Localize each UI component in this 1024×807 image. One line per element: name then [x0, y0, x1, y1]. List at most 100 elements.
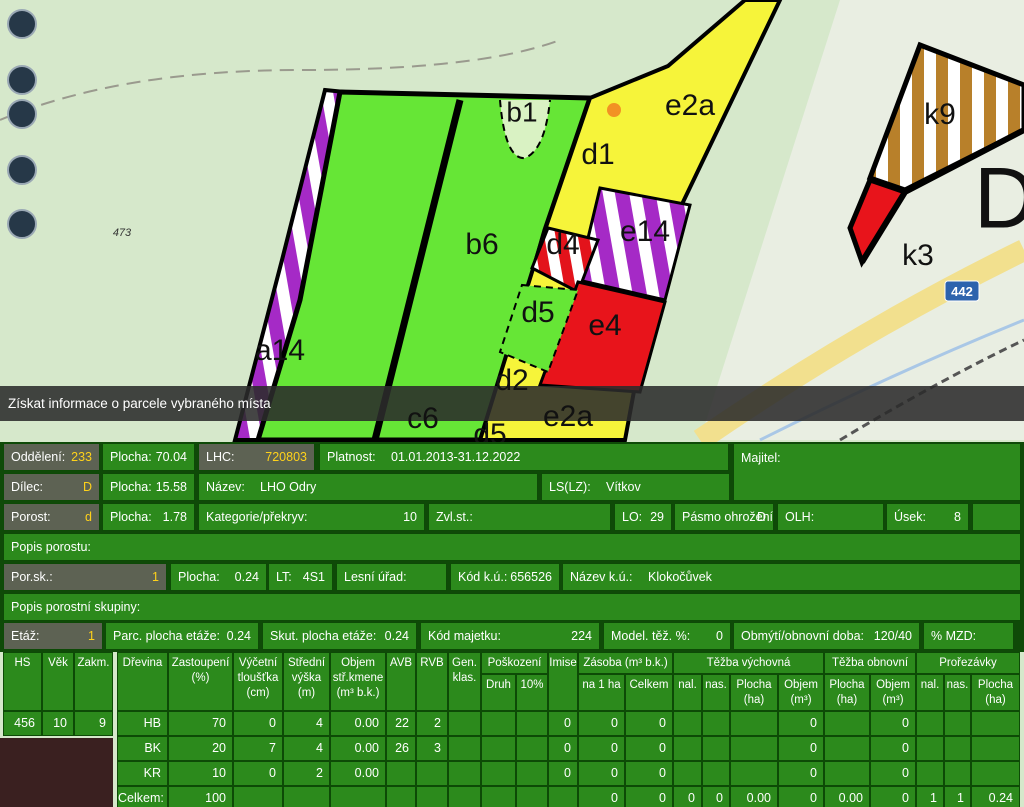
field-label: OLH: — [785, 510, 815, 524]
table-cell: 22 — [386, 711, 416, 736]
info-cell: Majitel: — [733, 443, 1021, 501]
banner-bg — [0, 386, 1024, 421]
field-label: Popis porostní skupiny: — [11, 600, 141, 614]
field-value: 29 — [650, 510, 664, 524]
table-cell: 0 — [625, 711, 673, 736]
info-cell: Etáž: 1 — [3, 622, 103, 650]
field-value: 120/40 — [873, 629, 912, 643]
info-cell: Kód majetku: 224 — [420, 622, 600, 650]
table-header: Zakm. — [74, 652, 113, 711]
info-cell: LS(LZ): Vítkov — [541, 473, 730, 501]
table-cell — [516, 711, 548, 736]
table-cell — [730, 711, 778, 736]
info-cell: Oddělení: 233 — [3, 443, 100, 471]
parcel — [498, 283, 580, 374]
info-cell: Úsek: 8 — [886, 503, 969, 531]
field-label: Úsek: — [894, 510, 926, 524]
field-label: Název: — [206, 480, 245, 494]
field-value: 0.24 — [234, 570, 259, 584]
table-cell — [944, 761, 971, 786]
info-cell: Lesní úřad: — [336, 563, 447, 591]
field-label: LO: — [622, 510, 643, 524]
table-cell: BK — [117, 736, 168, 761]
table-cell: 0 — [578, 711, 625, 736]
table-cell — [944, 711, 971, 736]
field-label: Plocha: — [110, 480, 152, 494]
table-cell: 10 — [42, 711, 74, 736]
map-bottom — [0, 738, 113, 807]
info-cell: Plocha: 1.78 — [102, 503, 195, 531]
marker[interactable] — [607, 103, 621, 117]
map-control[interactable] — [7, 209, 37, 239]
field-label: Kategorie/překryv: — [206, 510, 308, 524]
table-header: AVB — [386, 652, 416, 711]
table-cell: 0 — [548, 711, 578, 736]
table-cell: 1 — [944, 786, 971, 807]
field-label: Plocha: — [110, 510, 152, 524]
info-cell: Kód k.ú.: 656526 — [450, 563, 560, 591]
info-cell: Popis porostní skupiny: — [3, 593, 1021, 621]
info-cell: Por.sk.: 1 — [3, 563, 167, 591]
info-cell: Kategorie/překryv: 10 — [198, 503, 425, 531]
map-label: D — [974, 151, 1024, 247]
table-cell — [481, 786, 516, 807]
field-label: LHC: — [206, 450, 235, 464]
table-header: nas. — [944, 674, 971, 711]
table-cell — [386, 786, 416, 807]
field-label: Oddělení: — [11, 450, 66, 464]
table-cell: 0 — [870, 786, 916, 807]
table-cell: 0 — [673, 786, 702, 807]
table-cell — [516, 761, 548, 786]
table-cell: 9 — [74, 711, 113, 736]
map-control[interactable] — [7, 155, 37, 185]
info-cell: LO: 29 — [614, 503, 672, 531]
field-value: d — [85, 510, 92, 524]
map-control[interactable] — [7, 9, 37, 39]
map-label: c6 — [407, 402, 439, 435]
info-cell: Název k.ú.: Klokočůvek — [562, 563, 1021, 591]
info-cell: Plocha: 70.04 — [102, 443, 195, 471]
table-group-header: Těžba výchovná — [673, 652, 824, 674]
table-cell — [971, 761, 1020, 786]
table-header: Objem (m³) — [870, 674, 916, 711]
table-cell: 10 — [168, 761, 233, 786]
table-cell — [548, 786, 578, 807]
table-cell — [330, 786, 386, 807]
field-value: 1 — [88, 629, 95, 643]
field-value: 8 — [954, 510, 961, 524]
table-cell: 0 — [870, 761, 916, 786]
map-control[interactable] — [7, 99, 37, 129]
field-label: LT: — [276, 570, 292, 584]
table-cell: 456 — [3, 711, 42, 736]
table-header: nal. — [673, 674, 702, 711]
table-cell: 4 — [283, 736, 330, 761]
map-control[interactable] — [7, 65, 37, 95]
field-value: 0 — [716, 629, 723, 643]
table-cell: 7 — [233, 736, 283, 761]
table-header: 10% — [516, 674, 548, 711]
map-label: d1 — [581, 138, 614, 171]
border — [371, 99, 464, 441]
table-cell: 0.00 — [330, 761, 386, 786]
table-header: Imise — [548, 652, 578, 711]
field-value: 233 — [71, 450, 92, 464]
field-label: Platnost: — [327, 450, 376, 464]
info-cell: Porost: d — [3, 503, 100, 531]
table-header: Plocha (ha) — [824, 674, 870, 711]
table-cell — [916, 711, 944, 736]
map-label: k9 — [924, 98, 956, 131]
info-cell: Model. těž. %: 0 — [603, 622, 731, 650]
field-value: LHO Odry — [260, 480, 317, 494]
map-label: a14 — [255, 334, 305, 367]
table-cell — [481, 736, 516, 761]
table-group-header: Poškození — [481, 652, 548, 674]
table-cell — [673, 711, 702, 736]
field-value: D — [756, 510, 766, 524]
field-value: D — [82, 480, 92, 494]
field-value: 01.01.2013-31.12.2022 — [391, 450, 521, 464]
table-header: Druh — [481, 674, 516, 711]
table-cell — [448, 711, 481, 736]
table-cell: 0.00 — [330, 736, 386, 761]
table-header: Zastoupení (%) — [168, 652, 233, 711]
